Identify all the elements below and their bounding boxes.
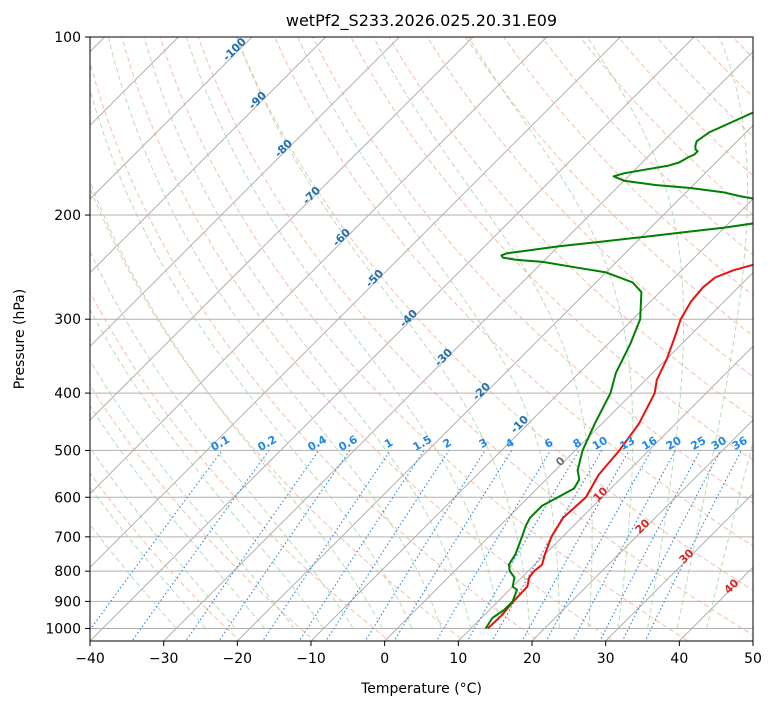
dry-adiabat-line	[350, 37, 753, 461]
isotherm-line	[90, 37, 327, 274]
x-tick-label: 10	[449, 651, 467, 667]
isotherm-line	[90, 37, 253, 200]
moist-adiabat-line	[90, 87, 413, 629]
mixing-ratio-line	[545, 450, 652, 641]
y-tick-label: 400	[54, 386, 81, 402]
mixing-ratio-line	[325, 450, 450, 641]
x-tick-label: −20	[223, 651, 253, 667]
isotherm-line	[457, 345, 753, 641]
y-tick-label: 300	[54, 312, 81, 328]
isotherm-line	[90, 37, 695, 641]
isotherm-line	[90, 37, 474, 421]
moist-adiabat-line	[297, 37, 560, 629]
dry-adiabat-line	[90, 290, 391, 641]
x-tick-label: 0	[380, 651, 389, 667]
dry-adiabat-line	[90, 187, 465, 641]
isotherm-line	[236, 124, 753, 641]
moist-adiabat-line	[185, 37, 501, 629]
dry-adiabat-line	[503, 37, 753, 296]
moist-adiabat-line	[90, 250, 354, 629]
mixing-ratio-line	[364, 450, 486, 641]
dry-adiabat-line	[388, 37, 753, 419]
x-tick-label: −40	[75, 651, 105, 667]
x-tick-label: 20	[523, 651, 541, 667]
dry-adiabat-line	[90, 60, 540, 641]
mixing-ratio-line	[393, 450, 513, 641]
temperature-profile-line	[487, 263, 753, 630]
isotherm-line	[90, 37, 548, 495]
isotherm-line	[531, 419, 753, 641]
moist-adiabat-line	[373, 37, 593, 629]
dry-adiabat-line	[617, 37, 753, 177]
dry-adiabat-line	[541, 37, 753, 256]
dry-adiabat-line	[464, 37, 753, 337]
moist-adiabat-line	[706, 439, 753, 629]
plot-frame	[89, 36, 754, 642]
y-tick-label: 1000	[45, 621, 81, 637]
mixing-ratio-line	[435, 450, 552, 641]
x-tick-label: 40	[670, 651, 688, 667]
isotherm-line	[162, 50, 753, 641]
mixing-ratio-line	[521, 450, 630, 641]
y-tick-label: 100	[54, 30, 81, 46]
y-tick-label: 500	[54, 443, 81, 459]
y-axis-label: Pressure (hPa)	[12, 289, 28, 389]
y-tick-label: 200	[54, 208, 81, 224]
isotherm-line	[604, 492, 753, 641]
mixing-ratio-line	[131, 450, 270, 641]
dry-adiabat-line	[90, 472, 241, 641]
isotherm-line	[383, 271, 753, 641]
x-tick-label: −10	[296, 651, 326, 667]
dry-adiabat-line	[312, 37, 753, 504]
x-tick-label: 30	[597, 651, 615, 667]
moist-adiabat-line	[107, 37, 442, 629]
dry-adiabat-line	[426, 37, 753, 378]
mixing-ratio-line	[466, 450, 580, 641]
mixing-ratio-line	[262, 450, 391, 641]
dry-adiabat-line	[274, 37, 753, 547]
x-tick-label: 50	[744, 651, 762, 667]
moist-adiabat-line	[90, 308, 324, 629]
isotherm-line	[90, 37, 622, 569]
y-tick-label: 900	[54, 594, 81, 610]
isotherm-line	[90, 37, 401, 348]
moist-adiabat-line	[676, 37, 749, 629]
moist-adiabat-line	[143, 37, 472, 629]
chart-title: wetPf2_S233.2026.025.20.31.E09	[286, 11, 557, 31]
moist-adiabat-line	[586, 37, 685, 629]
dry-adiabat-line	[197, 37, 753, 636]
x-tick-label: −30	[149, 651, 179, 667]
dry-adiabat-line	[159, 37, 690, 641]
moist-adiabat-line	[468, 37, 634, 629]
dry-adiabat-line	[235, 37, 753, 591]
dry-adiabat-line	[579, 37, 753, 216]
isotherm-line	[310, 198, 753, 641]
y-tick-label: 800	[54, 564, 81, 580]
y-tick-label: 700	[54, 530, 81, 546]
mixing-ratio-line	[298, 450, 425, 641]
y-tick-label: 600	[54, 490, 81, 506]
mixing-ratio-line	[572, 450, 676, 641]
x-axis-label: Temperature (°C)	[360, 681, 482, 697]
dewpoint-profile-line	[484, 111, 753, 630]
moist-adiabat-line	[90, 180, 383, 629]
dry-adiabat-line	[90, 384, 316, 641]
mixing-ratio-line	[218, 450, 351, 641]
mixing-ratio-line	[90, 450, 223, 631]
moist-adiabat-line	[236, 37, 531, 629]
dry-adiabat-line	[121, 37, 615, 641]
